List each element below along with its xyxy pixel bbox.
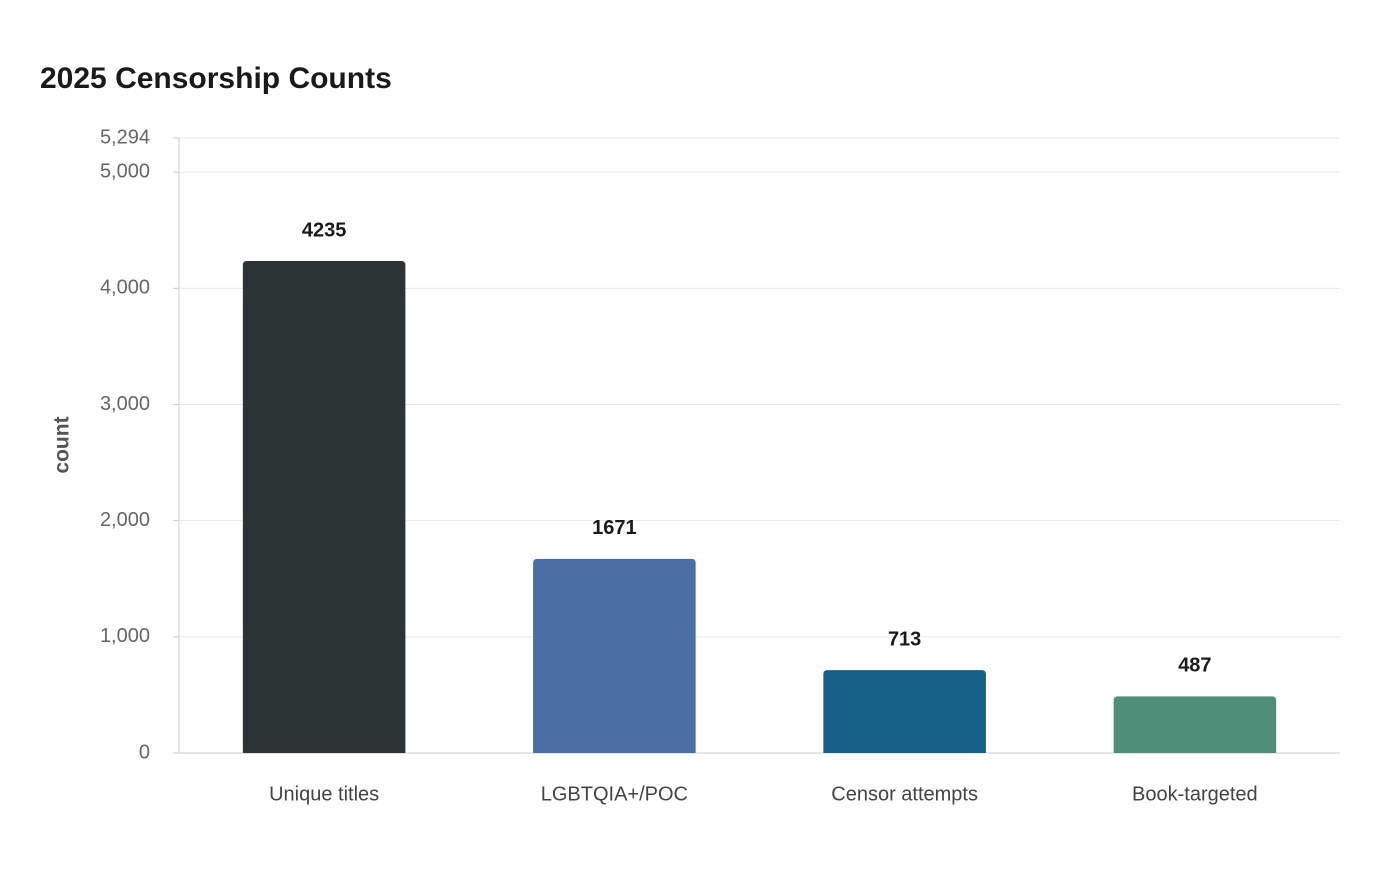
x-tick-label: LGBTQIA+/POC <box>541 783 688 805</box>
y-tick-label: 4,000 <box>100 277 150 299</box>
bar <box>823 670 986 753</box>
y-tick-label: 3,000 <box>100 393 150 415</box>
bar <box>242 261 406 753</box>
y-tick-label: 1,000 <box>100 625 150 647</box>
y-tick-label: 5,000 <box>100 160 150 182</box>
y-tick-label: 0 <box>139 741 150 763</box>
value-label: 713 <box>888 628 921 650</box>
y-tick-label: 5,294 <box>100 126 150 148</box>
value-label: 4235 <box>302 219 347 241</box>
x-tick-label: Censor attempts <box>831 783 978 805</box>
y-tick-label: 2,000 <box>100 509 150 531</box>
y-axis-label: count <box>51 416 74 473</box>
value-label: 487 <box>1178 655 1211 677</box>
value-label: 1671 <box>592 517 637 539</box>
bar <box>1113 696 1277 753</box>
x-tick-label: Unique titles <box>269 783 379 805</box>
x-tick-label: Book-targeted <box>1132 783 1258 805</box>
bar <box>533 558 696 753</box>
chart-title: 2025 Censorship Counts <box>40 62 392 95</box>
